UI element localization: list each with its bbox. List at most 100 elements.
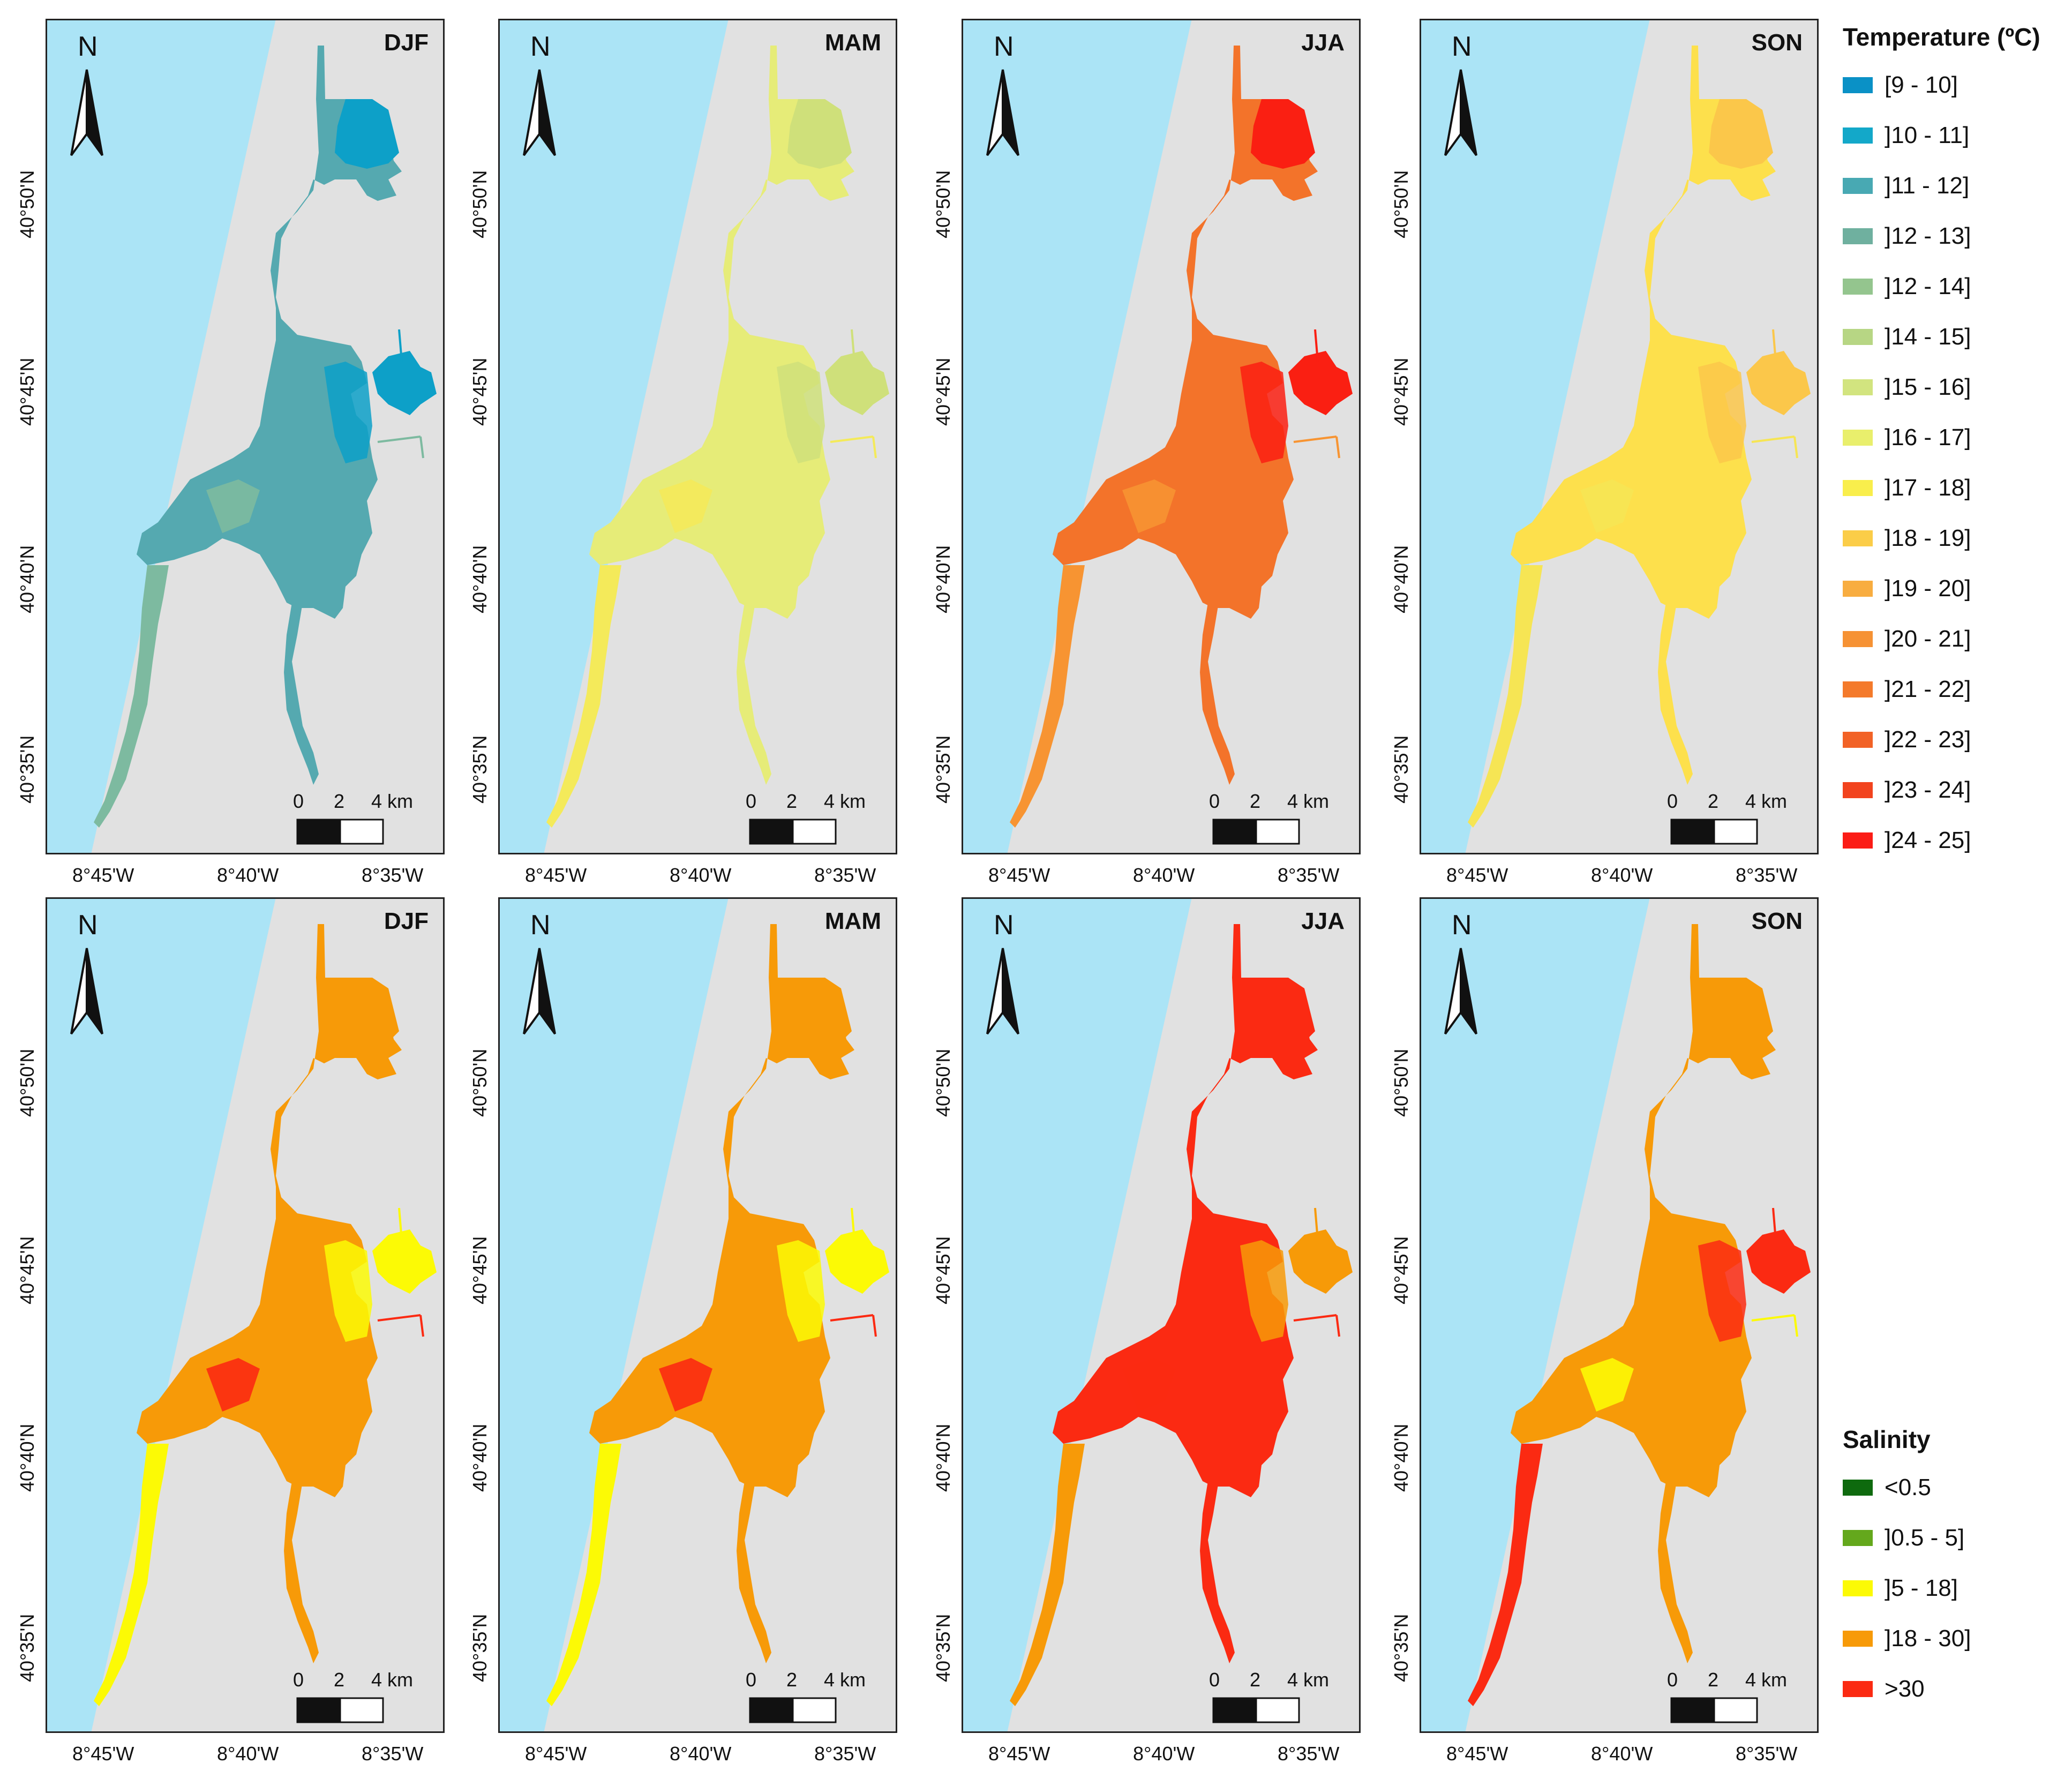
- latitude-label: 40°40'N: [932, 1423, 954, 1492]
- map-canvas: [498, 19, 897, 854]
- temperature-legend-label: ]20 - 21]: [1885, 626, 1971, 652]
- estuary-shape: [94, 46, 437, 828]
- longitude-label: 8°35'W: [814, 1743, 876, 1765]
- scale-bar-segment-dark: [1212, 1697, 1257, 1723]
- estuary-south-channel: [1658, 603, 1693, 785]
- longitude-label: 8°40'W: [217, 1743, 279, 1765]
- east-canal: [1751, 1314, 1795, 1322]
- latitude-label: 40°50'N: [469, 170, 491, 238]
- longitude-label: 8°35'W: [1278, 1743, 1340, 1765]
- scale-bar-label: 2: [786, 1669, 798, 1691]
- map-canvas: [962, 897, 1361, 1733]
- longitude-label: 8°45'W: [525, 864, 587, 886]
- season-label: SON: [1751, 29, 1803, 56]
- panel-frame: [1420, 897, 1819, 1733]
- temperature-legend-label: ]17 - 18]: [1885, 475, 1971, 501]
- longitude-label: 8°45'W: [72, 864, 134, 886]
- estuary-shape: [1468, 46, 1811, 828]
- estuary-inner-zone: [659, 479, 712, 533]
- scale-bar-label: 2: [1250, 790, 1261, 812]
- temperature-legend-item: ]19 - 20]: [1843, 564, 2040, 614]
- estuary-shape: [94, 924, 437, 1706]
- temperature-legend-label: ]10 - 11]: [1885, 122, 1970, 148]
- estuary-east-zone: [324, 362, 372, 463]
- season-label: JJA: [1301, 29, 1345, 56]
- estuary-north-basin: [335, 978, 399, 1047]
- north-canal: [1314, 329, 1319, 362]
- scale-bar-segment-dark: [1212, 819, 1257, 845]
- estuary-east-lagoon: [1288, 351, 1353, 415]
- latitude-label: 40°40'N: [1390, 1423, 1412, 1492]
- longitude-label: 8°45'W: [72, 1743, 134, 1765]
- temperature-legend-label: ]12 - 13]: [1885, 223, 1971, 249]
- map-panel-djf-salinity: DJF N 0 2 4 km: [46, 897, 445, 1733]
- east-canal: [1293, 1314, 1337, 1322]
- estuary-south-channel: [1200, 1481, 1235, 1663]
- latitude-label: 40°35'N: [16, 735, 38, 804]
- longitude-label: 8°35'W: [1278, 864, 1340, 886]
- sea-area: [1420, 897, 1650, 1733]
- temperature-legend-item: ]12 - 14]: [1843, 261, 2040, 312]
- map-canvas: [46, 19, 445, 854]
- estuary-main: [1511, 924, 1776, 1497]
- estuary-inner-zone: [1122, 1358, 1176, 1412]
- temperature-legend-label: ]23 - 24]: [1885, 777, 1971, 803]
- temperature-legend-item: ]21 - 22]: [1843, 664, 2040, 715]
- estuary-north-basin: [1709, 978, 1773, 1047]
- season-label: SON: [1751, 908, 1803, 934]
- east-canal-end: [419, 1315, 424, 1337]
- east-canal: [377, 436, 421, 443]
- latitude-label: 40°35'N: [469, 1614, 491, 1682]
- temperature-legend-item: ]24 - 25]: [1843, 815, 2040, 866]
- salinity-legend-swatch: [1843, 1631, 1873, 1647]
- longitude-label: 8°40'W: [1591, 1743, 1653, 1765]
- estuary-north-basin: [1251, 99, 1315, 169]
- temperature-legend-swatch: [1843, 732, 1873, 748]
- temperature-legend-item: ]11 - 12]: [1843, 161, 2040, 211]
- scale-bar-segment-light: [339, 1697, 384, 1723]
- east-canal-end: [872, 1315, 877, 1337]
- salinity-legend: Salinity <0.5]0.5 - 5]]5 - 18]]18 - 30] >…: [1843, 1425, 1971, 1714]
- north-arrow-right: [1002, 948, 1019, 1035]
- scale-bar-label: 2: [1250, 1669, 1261, 1691]
- longitude-label: 8°45'W: [525, 1743, 587, 1765]
- temperature-legend-swatch: [1843, 832, 1873, 849]
- temperature-legend-swatch: [1843, 279, 1873, 295]
- estuary-north-basin: [335, 99, 399, 169]
- longitude-label: 8°45'W: [1446, 864, 1508, 886]
- salinity-legend-swatch: [1843, 1580, 1873, 1596]
- salinity-legend-label: ]0.5 - 5]: [1885, 1525, 1965, 1551]
- salinity-legend-item: >30: [1843, 1664, 1971, 1714]
- temperature-legend-item: ]23 - 24]: [1843, 765, 2040, 815]
- estuary-main: [1511, 46, 1776, 619]
- estuary-west-channel: [94, 1444, 169, 1706]
- longitude-label: 8°40'W: [1133, 864, 1195, 886]
- east-canal-end: [1335, 1315, 1340, 1337]
- map-canvas: [962, 19, 1361, 854]
- longitude-label: 8°35'W: [1736, 1743, 1798, 1765]
- scale-bar-segment-light: [1713, 819, 1758, 845]
- scale-bar-segment-dark: [296, 1697, 341, 1723]
- temperature-legend-label: ]15 - 16]: [1885, 374, 1971, 400]
- temperature-legend-item: ]12 - 13]: [1843, 211, 2040, 261]
- temperature-legend-label: ]19 - 20]: [1885, 575, 1971, 602]
- longitude-label: 8°40'W: [670, 1743, 732, 1765]
- estuary-inner-zone: [1122, 479, 1176, 533]
- latitude-label: 40°45'N: [1390, 357, 1412, 426]
- north-letter: N: [1452, 910, 1472, 941]
- salinity-legend-swatch: [1843, 1681, 1873, 1697]
- scale-bar-label: 0: [293, 790, 304, 812]
- panel-frame: [962, 897, 1361, 1733]
- scale-bar-segment-light: [1255, 819, 1300, 845]
- estuary-east-lagoon: [1746, 351, 1811, 415]
- latitude-label: 40°40'N: [1390, 545, 1412, 613]
- longitude-label: 8°40'W: [670, 864, 732, 886]
- latitude-label: 40°45'N: [1390, 1236, 1412, 1304]
- latitude-label: 40°45'N: [16, 357, 38, 426]
- temperature-legend-swatch: [1843, 228, 1873, 244]
- estuary-inner-zone: [659, 1358, 712, 1412]
- latitude-label: 40°50'N: [932, 170, 954, 238]
- map-canvas: [1420, 19, 1819, 854]
- sea-area: [962, 897, 1192, 1733]
- estuary-east-zone: [777, 362, 825, 463]
